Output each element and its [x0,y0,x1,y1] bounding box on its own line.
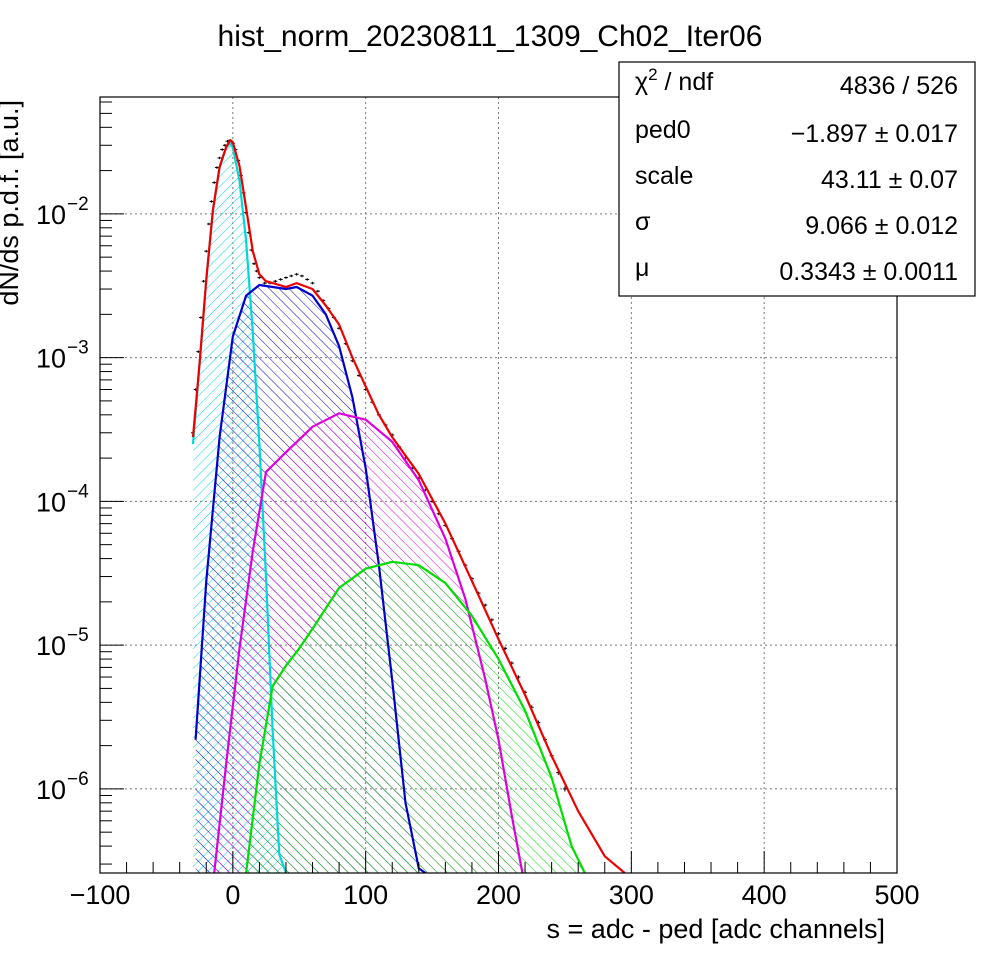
x-tick-label: 300 [609,880,654,910]
y-tick-exponent: −4 [67,481,89,502]
stats-value: 43.11 ± 0.07 [821,166,958,194]
y-tick-exponent: −2 [67,194,89,215]
chart-title: hist_norm_20230811_1309_Ch02_Iter06 [218,20,763,53]
stats-value: 9.066 ± 0.012 [805,212,958,240]
y-tick-exponent: −6 [67,769,89,790]
stats-label: μ [635,254,649,282]
curve-pe3 [245,560,586,873]
stats-label: ped0 [635,116,691,144]
x-tick-label: 100 [343,880,388,910]
stats-label: σ [635,208,651,236]
y-tick-label: 10 [36,487,66,517]
y-axis-label: dN/ds p.d.f. [a.u.] [0,100,24,306]
stats-value: 4836 / 526 [840,72,958,100]
data-points [190,139,567,792]
x-tick-label: 200 [476,880,521,910]
stats-value: 0.3343 ± 0.0011 [779,258,958,286]
y-tick-exponent: −5 [67,625,89,646]
x-axis-label: s = adc - ped [adc channels] [547,914,885,944]
x-tick-label: −100 [70,880,131,910]
curve-pe1 [194,283,427,873]
stats-label: χ2 / ndf [635,65,713,96]
curve-pe2 [213,412,524,873]
x-tick-label: 400 [742,880,787,910]
component-fill-pe3 [246,561,585,873]
fit-curves [191,139,626,873]
x-tick-label: 500 [874,880,919,910]
y-tick-label: 10 [36,775,66,805]
stats-box: χ2 / ndf 4836 / 526 ped0 −1.897 ± 0.017 scal… [618,61,976,297]
y-tick-label: 10 [36,344,66,374]
stats-value: −1.897 ± 0.017 [791,120,958,148]
y-tick-label: 10 [36,631,66,661]
curve-total [191,139,626,873]
x-tick-label: 0 [225,880,240,910]
y-tick-exponent: −3 [67,338,89,359]
component-fills [193,143,585,873]
stats-box-frame [618,61,976,297]
y-tick-label: 10 [36,200,66,230]
stats-label: scale [635,162,693,190]
